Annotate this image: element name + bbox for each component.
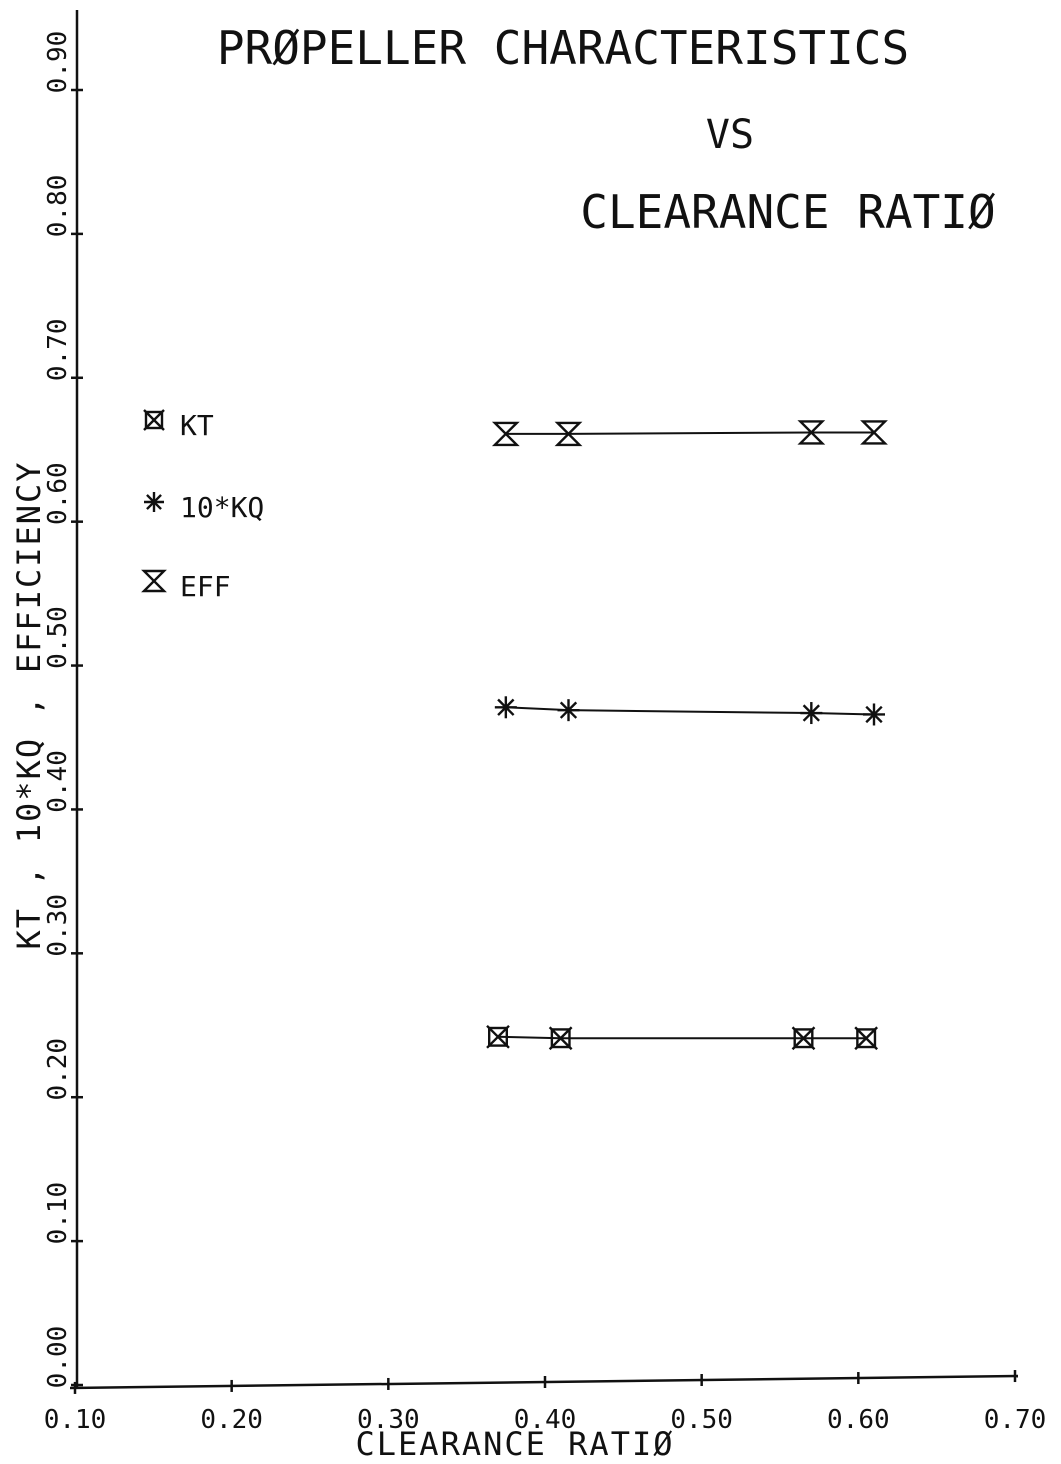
- y-tick-label: 0.00: [43, 1326, 73, 1389]
- data-point-eff: [860, 420, 888, 445]
- legend-marker-kt-icon: [143, 409, 165, 431]
- data-point-kq: [494, 696, 517, 719]
- data-point-kt: [486, 1024, 510, 1049]
- chart-title-line-3: CLEARANCE RATIØ: [580, 185, 995, 239]
- legend-marker-shape: [141, 569, 167, 593]
- data-point-eff: [491, 421, 520, 447]
- y-tick-label: 0.50: [43, 606, 73, 669]
- data-point-eff: [797, 420, 826, 445]
- legend-item-10kq: 10*KQ: [144, 491, 264, 524]
- series-layer: [486, 420, 888, 1051]
- data-point-kt: [854, 1026, 879, 1051]
- series-kt: [486, 1024, 879, 1051]
- y-axis-label: KT , 10*KQ , EFFICIENCY: [10, 460, 48, 949]
- x-axis-label: CLEARANCE RATIØ: [356, 1425, 675, 1463]
- series-line-eff: [505, 431, 874, 435]
- legend-label-eff: EFF: [180, 570, 231, 603]
- chart-title-line-1: PRØPELLER CHARACTERISTICS: [217, 21, 909, 75]
- y-tick-label: 0.20: [43, 1038, 73, 1101]
- data-point-kq: [800, 702, 823, 725]
- x-tick-label: 0.10: [44, 1405, 107, 1435]
- data-point-kt: [548, 1026, 573, 1051]
- legend-item-kt: KT: [143, 409, 214, 442]
- x-tick-label: 0.30: [357, 1405, 420, 1435]
- legend-label-kt: KT: [180, 409, 214, 442]
- series-eff: [491, 420, 888, 447]
- y-tick-label: 0.60: [43, 462, 73, 525]
- chart-title: PRØPELLER CHARACTERISTICS VS CLEARANCE R…: [217, 21, 996, 239]
- y-tick-label: 0.10: [43, 1182, 73, 1245]
- data-point-kt: [791, 1026, 816, 1051]
- y-tick-label: 0.70: [43, 318, 73, 381]
- x-ticks: 0.10 0.20 0.30 0.40 0.50 0.60 0.70: [44, 1370, 1047, 1435]
- legend-label-10kq: 10*KQ: [180, 491, 264, 524]
- x-tick-label: 0.70: [984, 1405, 1047, 1435]
- x-tick-label: 0.60: [827, 1405, 890, 1435]
- chart-title-line-2: VS: [706, 112, 754, 158]
- x-tick-label: 0.50: [670, 1405, 733, 1435]
- series-line-kq: [505, 706, 875, 716]
- legend-marker-shape: [143, 409, 165, 431]
- data-point-kq: [557, 699, 580, 722]
- y-tick-label: 0.90: [43, 31, 73, 94]
- legend-marker-shape: [144, 492, 164, 512]
- legend-marker-eff-icon: [141, 569, 167, 593]
- y-tick-label: 0.30: [43, 894, 73, 957]
- series-kq: [494, 696, 885, 726]
- data-point-eff: [554, 421, 583, 447]
- x-tick-label: 0.40: [514, 1405, 577, 1435]
- legend: KT 10*KQ EFF: [141, 409, 264, 603]
- y-ticks: 0.00 0.10 0.20 0.30 0.40 0.50 0.60 0.70 0.80 0.90: [43, 31, 83, 1389]
- data-point-kq: [863, 703, 885, 726]
- series-line-kt: [497, 1035, 867, 1040]
- legend-marker-kq-icon: [144, 492, 164, 512]
- y-tick-label: 0.80: [43, 175, 73, 238]
- y-tick-label: 0.40: [43, 750, 73, 813]
- legend-item-eff: EFF: [141, 569, 231, 603]
- x-tick-label: 0.20: [200, 1405, 263, 1435]
